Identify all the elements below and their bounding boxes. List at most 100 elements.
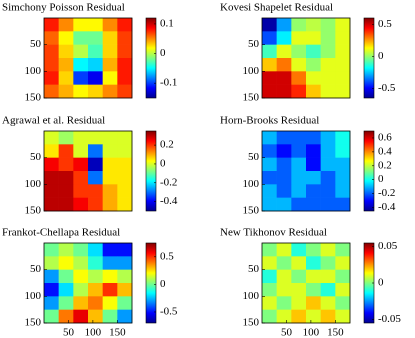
- heatmap-cell: [58, 296, 74, 310]
- heatmap-cell: [291, 184, 307, 198]
- heatmap-cell: [58, 84, 74, 99]
- panel-title: Kovesi Shapelet Residual: [220, 2, 333, 14]
- y-tick-label: 150: [243, 317, 260, 329]
- heatmap-cell: [44, 84, 59, 99]
- heatmap-cell: [58, 157, 74, 172]
- heatmap-cell: [276, 131, 292, 145]
- colorbar-tick-label: -0.2: [378, 187, 395, 199]
- heatmap-cell: [306, 269, 321, 284]
- heatmap-cell: [44, 256, 59, 270]
- heatmap-cell: [320, 269, 336, 284]
- heatmap-cell: [73, 171, 89, 185]
- heatmap-cell: [335, 283, 351, 297]
- heatmap-cell: [262, 309, 277, 324]
- heatmap-cell: [73, 131, 89, 145]
- heatmap-cell: [102, 157, 118, 172]
- heatmap-cell: [102, 71, 118, 85]
- heatmap-cell: [117, 197, 133, 212]
- heatmap-cell: [44, 157, 59, 172]
- heatmap-cell: [291, 309, 307, 324]
- heatmap-cell: [262, 58, 277, 72]
- heatmap-cell: [58, 269, 74, 284]
- heatmap-cell: [276, 283, 292, 297]
- heatmap-cell: [58, 256, 74, 270]
- colorbar: [145, 130, 157, 212]
- heatmap-cell: [44, 309, 59, 324]
- heatmap-cell: [73, 18, 89, 32]
- heatmap-cell: [306, 71, 321, 85]
- heatmap-cell: [306, 131, 321, 145]
- heatmap-cell: [262, 71, 277, 85]
- heatmap-cell: [335, 84, 351, 99]
- heatmap-cell: [262, 31, 277, 45]
- colorbar-tick-label: 0.5: [160, 250, 174, 262]
- heatmap-cell: [320, 243, 336, 257]
- heatmap-cell: [117, 44, 133, 59]
- heatmap-cell: [320, 171, 336, 185]
- heatmap-cell: [73, 157, 89, 172]
- heatmap-cell: [306, 256, 321, 270]
- heatmap-cell: [276, 144, 292, 158]
- heatmap-cell: [335, 269, 351, 284]
- heatmap-cell: [58, 184, 74, 198]
- heatmap-cell: [73, 243, 89, 257]
- heatmap-cell: [58, 283, 74, 297]
- heatmap-cell: [276, 256, 292, 270]
- heatmap-cell: [88, 256, 103, 270]
- heatmap-cell: [335, 157, 351, 172]
- heatmap-cell: [117, 58, 133, 72]
- heatmap-cell: [102, 296, 118, 310]
- heatmap-cell: [276, 243, 292, 257]
- heatmap-cell: [276, 269, 292, 284]
- heatmap-cell: [276, 84, 292, 99]
- heatmap-cell: [44, 58, 59, 72]
- heatmap-cell: [320, 18, 336, 32]
- heatmap-cell: [102, 309, 118, 324]
- colorbar-tick-label: -0.1: [160, 77, 177, 89]
- heatmap-cell: [291, 131, 307, 145]
- heatmap-cell: [276, 309, 292, 324]
- heatmap-cell: [262, 184, 277, 198]
- heatmap-cell: [117, 171, 133, 185]
- heatmap-cell: [306, 18, 321, 32]
- colorbar-tick-label: 0.05: [378, 240, 398, 252]
- heatmap-cell: [335, 131, 351, 145]
- colorbar-tick-label: 0: [378, 173, 384, 185]
- heatmap-cell: [44, 283, 59, 297]
- y-tick-label: 100: [243, 290, 260, 302]
- heatmap-cell: [88, 31, 103, 45]
- heatmap-cell: [262, 171, 277, 185]
- heatmap-cell: [73, 44, 89, 59]
- y-tick-label: 150: [25, 317, 42, 329]
- heatmap-cell: [262, 84, 277, 99]
- heatmap-cell: [320, 296, 336, 310]
- colorbar-tick-label: 0.6: [378, 131, 392, 143]
- heatmap-cell: [306, 58, 321, 72]
- heatmap-cell: [291, 243, 307, 257]
- colorbar: [363, 17, 375, 99]
- axes-frame: [261, 130, 351, 212]
- heatmap-cell: [335, 71, 351, 85]
- heatmap-cell: [88, 71, 103, 85]
- heatmap-cell: [44, 269, 59, 284]
- heatmap-cell: [320, 84, 336, 99]
- heatmap-cell: [276, 58, 292, 72]
- heatmap-cell: [306, 283, 321, 297]
- heatmap-cell: [88, 58, 103, 72]
- heatmap-cell: [335, 144, 351, 158]
- heatmap-cell: [117, 309, 133, 324]
- heatmap-cell: [88, 144, 103, 158]
- heatmap-cell: [306, 309, 321, 324]
- colorbar-tick-label: 0.2: [160, 139, 174, 151]
- heatmap-cell: [117, 144, 133, 158]
- heatmap-cell: [320, 58, 336, 72]
- heatmap-cell: [320, 157, 336, 172]
- heatmap-cell: [117, 131, 133, 145]
- heatmap-cell: [335, 243, 351, 257]
- colorbar-tick-label: -0.05: [378, 313, 401, 325]
- heatmap-cell: [73, 283, 89, 297]
- colorbar-tick-label: -0.4: [378, 201, 396, 213]
- heatmap-cell: [88, 283, 103, 297]
- y-tick-label: 150: [25, 205, 42, 217]
- heatmap-cell: [88, 269, 103, 284]
